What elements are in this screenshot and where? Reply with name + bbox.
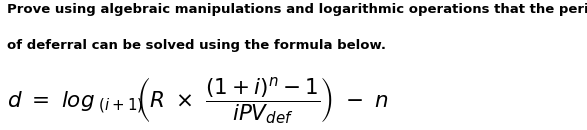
Text: Prove using algebraic manipulations and logarithmic operations that the periods: Prove using algebraic manipulations and … — [7, 3, 587, 16]
Text: of deferral can be solved using the formula below.: of deferral can be solved using the form… — [7, 39, 386, 52]
Text: $d\ =\ \mathit{log}_{\ (i+1)}\!\!\left(R\ \times\ \dfrac{(1+i)^{n}-1}{i\mathit{P: $d\ =\ \mathit{log}_{\ (i+1)}\!\!\left(R… — [7, 76, 389, 127]
